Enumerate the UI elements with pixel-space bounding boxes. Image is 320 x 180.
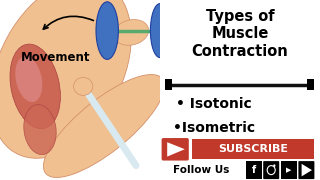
FancyBboxPatch shape: [263, 161, 279, 179]
Ellipse shape: [150, 4, 170, 58]
FancyBboxPatch shape: [298, 161, 314, 179]
Ellipse shape: [114, 19, 149, 45]
Polygon shape: [302, 164, 312, 176]
Text: Movement: Movement: [21, 51, 91, 64]
Text: • Isotonic: • Isotonic: [176, 97, 252, 111]
FancyBboxPatch shape: [281, 161, 297, 179]
Ellipse shape: [74, 77, 93, 95]
Text: Types of
Muscle
Contraction: Types of Muscle Contraction: [192, 9, 288, 59]
FancyBboxPatch shape: [246, 161, 262, 179]
Ellipse shape: [96, 2, 118, 59]
Text: SUBSCRIBE: SUBSCRIBE: [218, 144, 288, 154]
Polygon shape: [167, 142, 185, 157]
Text: •Isometric: •Isometric: [173, 121, 255, 135]
FancyBboxPatch shape: [192, 139, 314, 159]
FancyBboxPatch shape: [165, 79, 172, 90]
Text: Follow Us: Follow Us: [173, 165, 229, 175]
Text: ▶: ▶: [286, 167, 292, 173]
Circle shape: [273, 164, 276, 167]
Ellipse shape: [15, 56, 42, 102]
FancyBboxPatch shape: [162, 138, 189, 161]
FancyArrowPatch shape: [43, 16, 93, 29]
Ellipse shape: [24, 105, 56, 155]
Ellipse shape: [44, 75, 164, 177]
Ellipse shape: [0, 0, 131, 158]
Text: f: f: [252, 165, 256, 175]
Ellipse shape: [10, 44, 60, 129]
FancyBboxPatch shape: [307, 79, 314, 90]
